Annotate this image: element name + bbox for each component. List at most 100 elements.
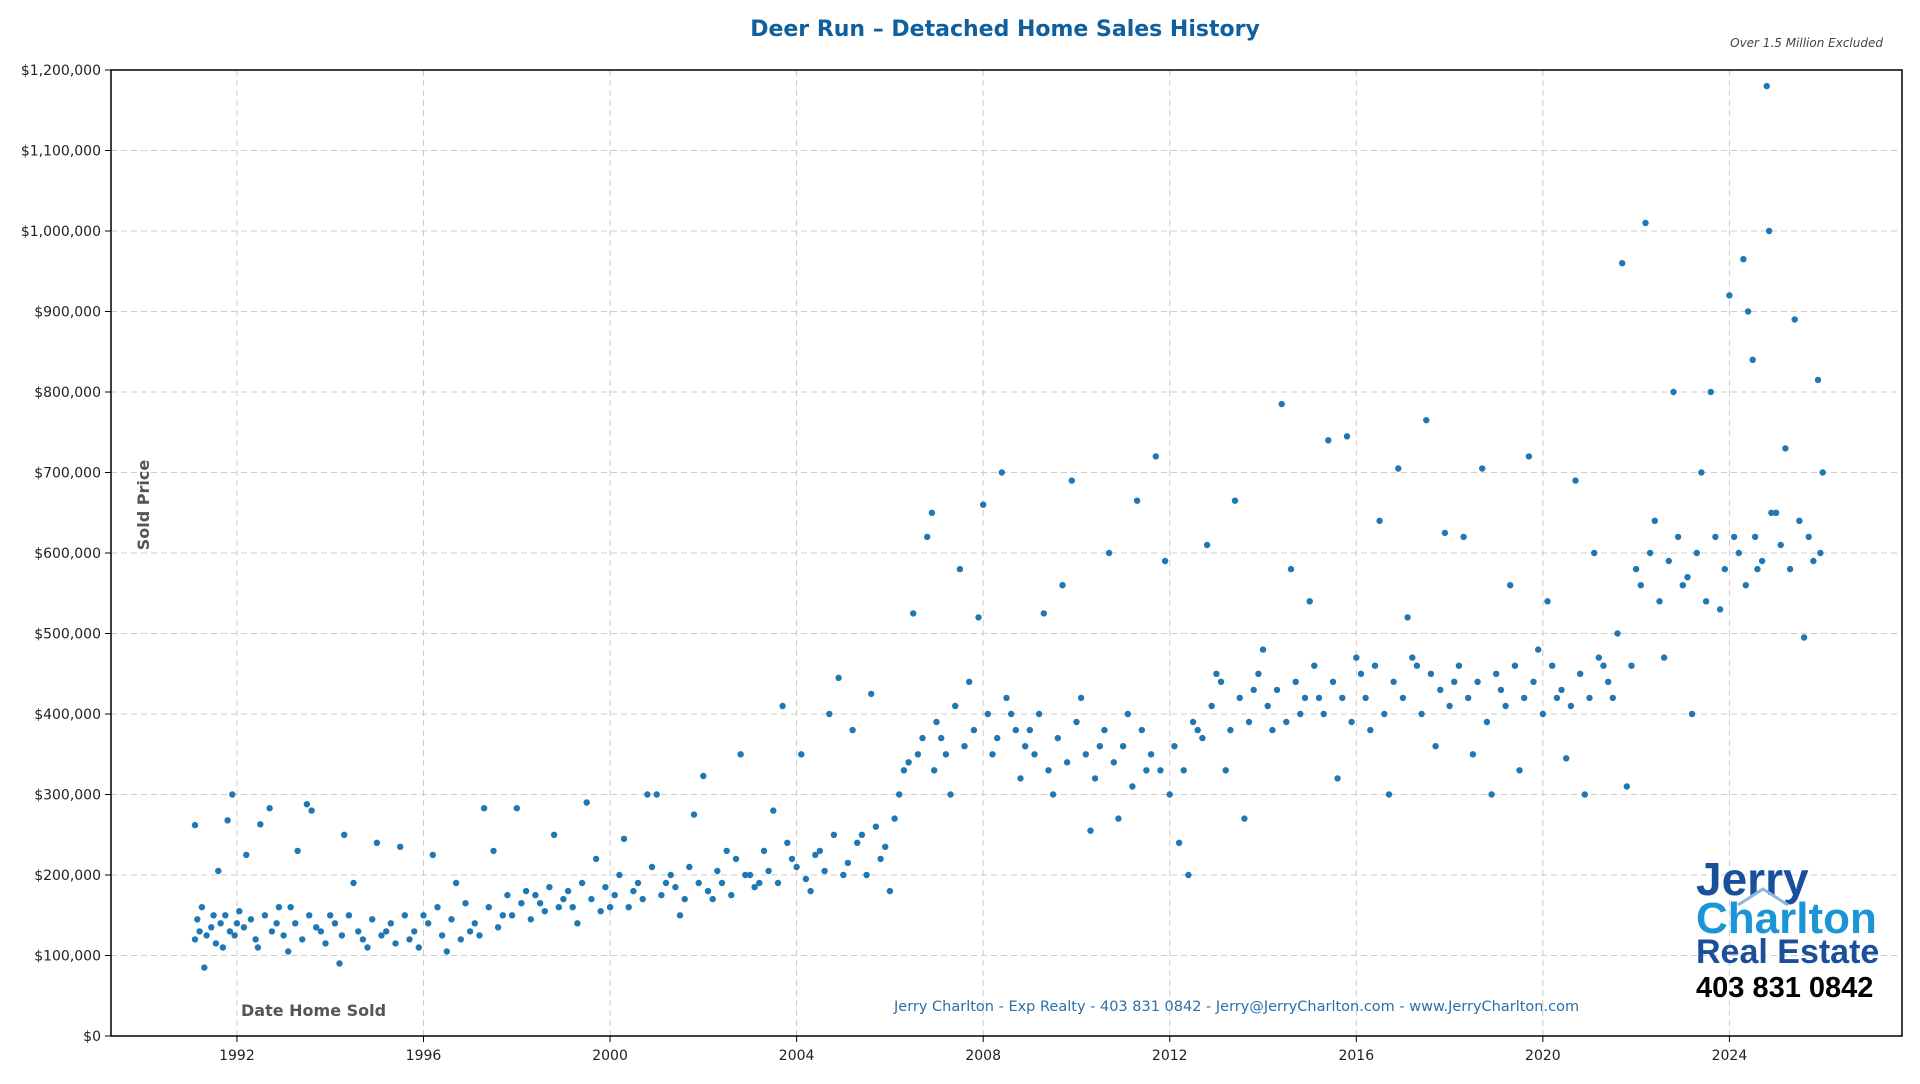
data-point	[1096, 743, 1104, 750]
data-point	[639, 895, 646, 903]
data-point	[546, 883, 553, 891]
data-point	[415, 944, 422, 951]
data-point	[480, 805, 488, 812]
data-point	[760, 847, 768, 855]
data-point	[956, 565, 964, 573]
data-point	[1003, 694, 1010, 702]
data-point	[1297, 710, 1304, 718]
data-point	[1217, 678, 1225, 685]
data-point	[1619, 260, 1626, 267]
data-point	[1642, 219, 1649, 227]
data-point	[574, 920, 581, 927]
data-point	[292, 920, 299, 927]
data-point	[1423, 417, 1430, 424]
data-point	[341, 831, 348, 838]
data-point	[555, 904, 562, 911]
data-point	[751, 883, 758, 891]
data-point	[1315, 694, 1323, 702]
data-point	[1362, 694, 1369, 702]
data-point	[844, 859, 852, 867]
data-point	[425, 920, 432, 927]
data-point	[224, 817, 231, 824]
data-point	[966, 678, 973, 685]
data-point	[802, 875, 810, 883]
data-point	[1008, 710, 1015, 718]
data-point	[513, 805, 520, 812]
data-point	[1497, 686, 1505, 694]
data-point	[1451, 678, 1458, 685]
data-point	[471, 920, 478, 927]
data-point	[784, 839, 791, 846]
data-point	[287, 904, 294, 911]
data-point	[779, 702, 786, 710]
data-point	[1082, 751, 1090, 758]
data-point	[560, 895, 567, 903]
data-point	[350, 879, 357, 887]
data-point	[1381, 710, 1388, 718]
data-point	[1702, 598, 1710, 605]
data-point	[336, 960, 343, 967]
data-point	[1600, 662, 1607, 669]
data-point	[1311, 662, 1318, 669]
data-point	[364, 944, 371, 951]
plot-frame	[110, 69, 1903, 1037]
data-point	[849, 726, 856, 734]
data-point	[1488, 791, 1495, 798]
contact-footer: Jerry Charlton - Exp Realty - 403 831 08…	[893, 999, 1579, 1015]
data-point	[203, 932, 210, 939]
data-point	[236, 908, 243, 915]
data-point	[317, 928, 325, 935]
y-tick-label: $600,000	[34, 546, 101, 562]
data-point	[411, 928, 418, 935]
data-point	[1744, 308, 1752, 315]
data-point	[397, 843, 404, 850]
data-point	[1399, 694, 1407, 702]
data-point	[268, 928, 276, 935]
data-point	[226, 928, 234, 935]
x-tick-label: 2004	[779, 1048, 815, 1064]
data-point	[1817, 549, 1824, 557]
y-tick-label: $500,000	[34, 627, 101, 643]
data-point	[313, 924, 320, 931]
data-points	[191, 82, 1826, 971]
data-point	[1549, 662, 1556, 669]
data-point	[1427, 670, 1435, 677]
data-point	[1530, 678, 1537, 685]
data-point	[718, 879, 726, 887]
data-point	[1651, 517, 1659, 524]
data-point	[1129, 783, 1136, 790]
data-point	[240, 924, 248, 931]
data-point	[508, 912, 516, 919]
y-tick-label: $800,000	[34, 385, 101, 401]
data-point	[1502, 702, 1509, 710]
data-point	[231, 932, 238, 939]
data-point	[476, 932, 483, 939]
data-point	[634, 879, 642, 887]
x-axis-ticks: 1992 1996 2000 2004 2008 2012 2016 2020 2024	[219, 1036, 1747, 1064]
data-point	[494, 924, 502, 931]
data-point	[746, 871, 754, 879]
data-point	[252, 936, 259, 943]
data-point	[1269, 726, 1276, 734]
data-point	[1264, 702, 1271, 710]
data-point	[1637, 582, 1645, 589]
data-point	[667, 871, 674, 879]
data-point	[835, 674, 842, 681]
data-point	[1730, 533, 1738, 541]
data-point	[217, 920, 224, 927]
data-point	[429, 851, 436, 859]
data-point	[1325, 437, 1332, 444]
data-point	[1765, 227, 1773, 235]
data-point	[1189, 718, 1197, 726]
data-point	[499, 912, 506, 919]
data-point	[1521, 694, 1528, 702]
data-point	[1777, 541, 1784, 549]
data-point	[536, 900, 544, 907]
data-point	[1068, 477, 1076, 484]
data-point	[1213, 670, 1220, 677]
data-point	[1222, 767, 1229, 774]
data-point	[569, 904, 576, 911]
data-point	[306, 912, 313, 919]
data-point	[1432, 743, 1439, 750]
data-point	[961, 743, 968, 750]
